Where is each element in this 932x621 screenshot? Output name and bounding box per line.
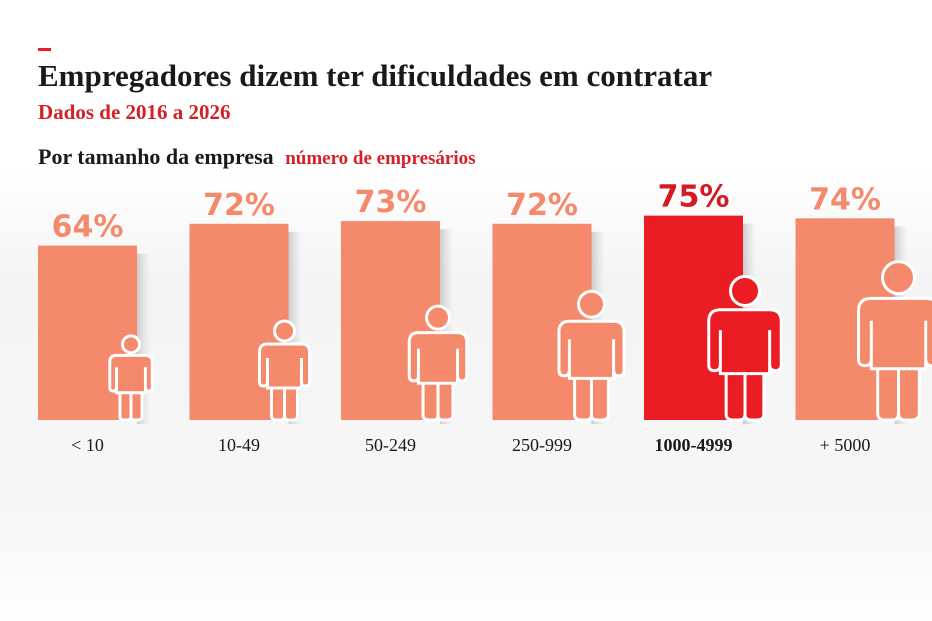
x-tick-label: 250-999 [512, 435, 572, 455]
chart-subtitle: Dados de 2016 a 2026 [38, 100, 231, 124]
x-tick-label: 1000-4999 [655, 435, 733, 455]
value-label: 72% [203, 188, 275, 223]
person-body [260, 344, 310, 388]
person-head [275, 321, 295, 341]
x-tick-label: + 5000 [820, 435, 871, 455]
person-body [559, 321, 624, 378]
value-label: 72% [506, 188, 578, 223]
person-body [110, 355, 153, 392]
x-tick-label: 10-49 [218, 435, 260, 455]
person-icon [559, 291, 624, 420]
section-label: Por tamanho da empresa número de empresá… [38, 144, 476, 169]
x-tick-label: 50-249 [365, 435, 416, 455]
person-head [123, 336, 140, 353]
legend-label: número de empresários [285, 148, 475, 169]
person-body [409, 333, 467, 384]
person-icon [409, 306, 467, 420]
value-label: 64% [52, 210, 124, 245]
person-icon [859, 262, 932, 420]
value-label: 74% [809, 182, 881, 217]
x-tick-label: < 10 [71, 435, 104, 455]
section-label-text: Por tamanho da empresa [38, 144, 274, 169]
plot-area: 64% < 10 72% 10-49 73% 50-249 72% 250-999 75% 100… [38, 180, 932, 455]
person-head [427, 306, 450, 329]
person-icon [110, 336, 153, 420]
person-icon [260, 321, 310, 420]
background [0, 170, 932, 621]
chart-title: Empregadores dizem ter dificuldades em c… [38, 58, 712, 93]
person-icon [709, 276, 782, 420]
value-label: 73% [355, 185, 427, 220]
person-body [709, 310, 782, 374]
person-head [731, 276, 760, 305]
person-body [859, 298, 932, 368]
person-head [579, 291, 605, 317]
accent-dash [38, 48, 51, 51]
value-label: 75% [658, 180, 730, 215]
person-head [883, 262, 915, 294]
